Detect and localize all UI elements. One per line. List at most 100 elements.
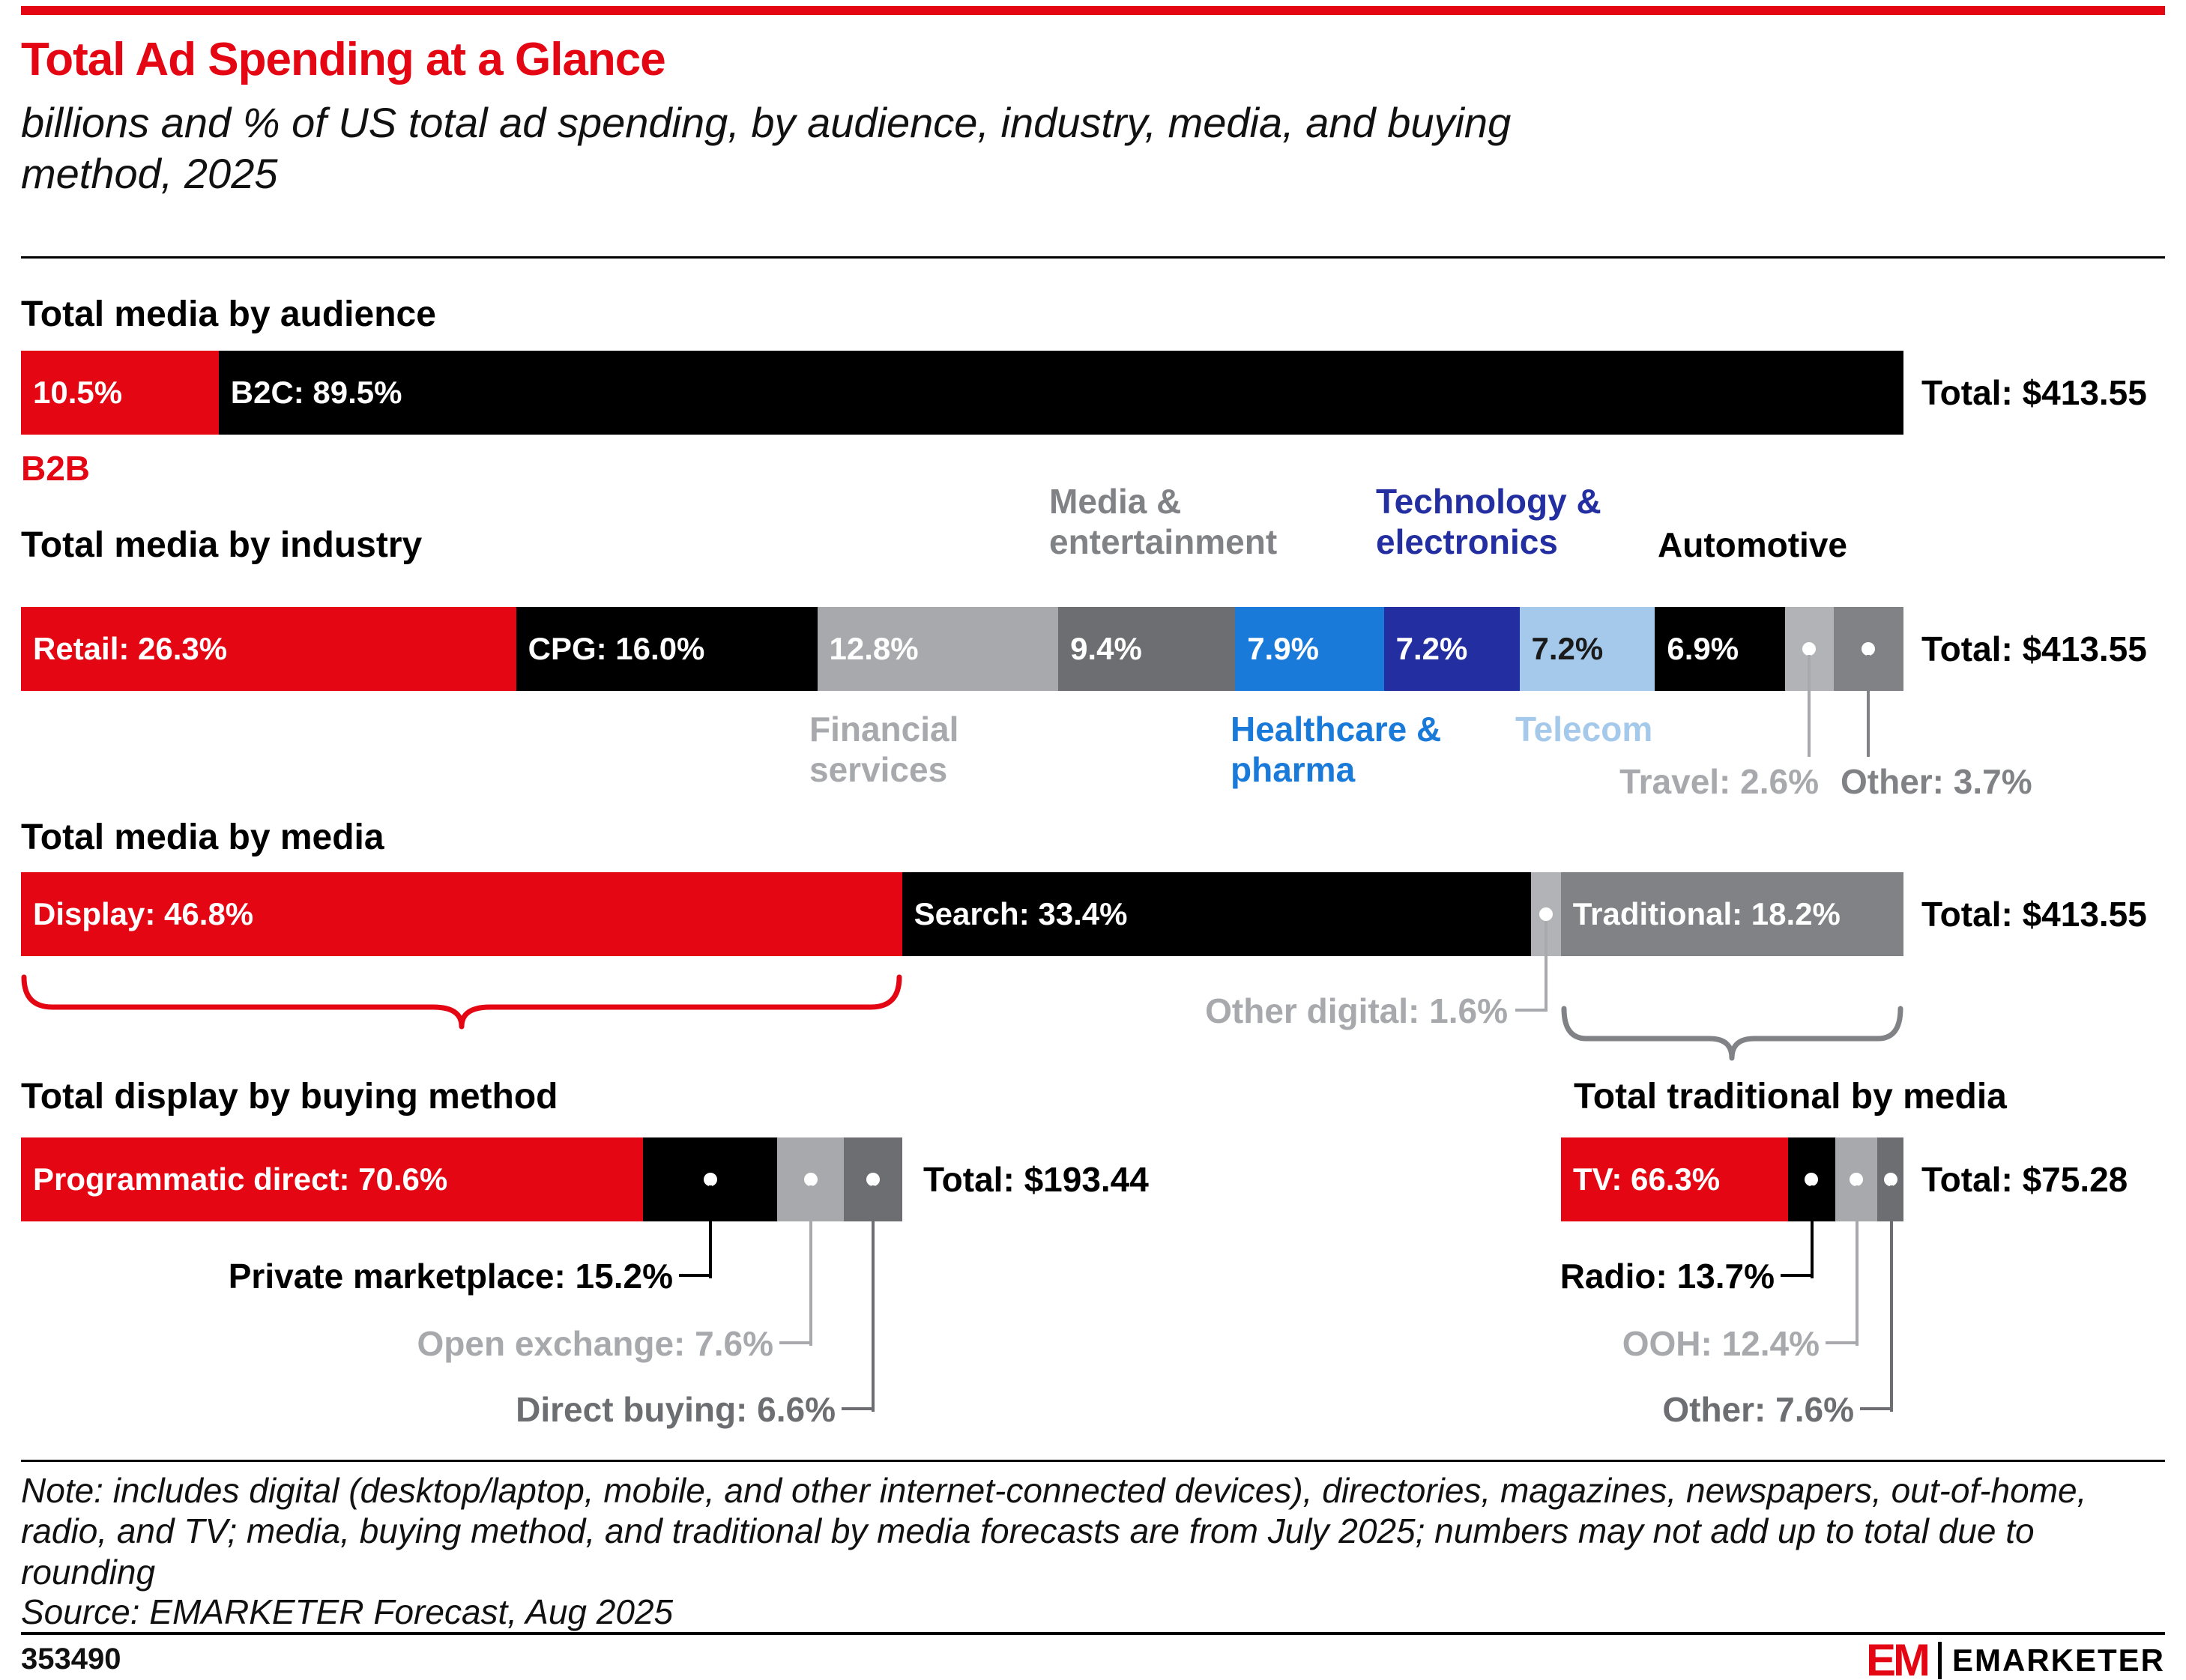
segment-traditional: Traditional: 18.2% [1560, 872, 1903, 956]
callout-automotive: Automotive [1658, 525, 1847, 564]
bar-industry: Retail: 26.3% CPG: 16.0% 12.8% 9.4% 7.9% 7.2%… [21, 607, 1903, 691]
total-label-display-buying: Total: $193.44 [923, 1160, 1149, 1199]
callout-healthcare-pharma: Healthcare & pharma [1231, 710, 1442, 790]
leader-line-other-traditional [1890, 1185, 1893, 1412]
segment-label-programmatic-direct: Programmatic direct: 70.6% [33, 1161, 448, 1197]
callout-telecom: Telecom [1515, 710, 1653, 749]
segment-label-automotive: 6.9% [1667, 631, 1739, 666]
segment-label-healthcare-pharma: 7.9% [1247, 631, 1319, 666]
segment-label-traditional: Traditional: 18.2% [1572, 896, 1841, 931]
leader-line-private-marketplace [709, 1185, 712, 1278]
segment-label-retail: Retail: 26.3% [33, 631, 228, 666]
segment-label-tv: TV: 66.3% [1573, 1161, 1721, 1197]
segment-programmatic-direct: Programmatic direct: 70.6% [21, 1137, 644, 1221]
leader-line-ooh [1856, 1185, 1859, 1346]
callout-b2b: B2B [21, 449, 91, 488]
leader-dot-radio [1805, 1173, 1819, 1186]
section-title-traditional-media: Total traditional by media [1574, 1077, 2007, 1117]
leader-dash-other-traditional [1860, 1407, 1891, 1410]
leader-dash-ooh [1826, 1341, 1857, 1344]
leader-dot-private-marketplace [703, 1173, 717, 1186]
leader-dot-direct-buying [866, 1173, 881, 1186]
callout-other-industry: Other: 3.7% [1841, 762, 2032, 801]
page-subtitle: billions and % of US total ad spending, … [21, 99, 1512, 198]
segment-b2c: B2C: 89.5% [218, 351, 1903, 435]
section-title-audience: Total media by audience [21, 294, 436, 334]
callout-open-exchange: Open exchange: 7.6% [417, 1324, 774, 1363]
leader-dot-other-industry [1862, 642, 1876, 656]
leader-dot-ooh [1849, 1173, 1863, 1186]
segment-healthcare-pharma: 7.9% [1235, 607, 1384, 691]
leader-line-travel [1808, 655, 1811, 757]
page-title: Total Ad Spending at a Glance [21, 34, 666, 85]
leader-line-direct-buying [872, 1185, 875, 1412]
total-label-media: Total: $413.55 [1921, 895, 2147, 934]
leader-dash-private-marketplace [679, 1274, 710, 1277]
leader-dash-open-exchange [779, 1341, 811, 1344]
segment-label-search: Search: 33.4% [914, 896, 1128, 931]
callout-other-digital: Other digital: 1.6% [1205, 991, 1508, 1030]
emarketer-logo: EM EMARKETER [1866, 1638, 2165, 1680]
callout-technology-electronics: Technology & electronics [1376, 482, 1601, 562]
segment-telecom: 7.2% [1519, 607, 1655, 691]
total-label-traditional-media: Total: $75.28 [1921, 1160, 2128, 1199]
callout-radio: Radio: 13.7% [1560, 1257, 1775, 1296]
bar-media: Display: 46.8% Search: 33.4% Traditional: … [21, 872, 1903, 956]
brace-display-segment [21, 974, 902, 1030]
segment-tv: TV: 66.3% [1561, 1137, 1788, 1221]
leader-dot-other-digital [1539, 907, 1553, 921]
bar-traditional-media: TV: 66.3% [1561, 1137, 1903, 1221]
note-text: Note: includes digital (desktop/laptop, … [21, 1471, 2087, 1592]
top-accent-rule [21, 6, 2165, 15]
segment-label-financial-services: 12.8% [829, 631, 919, 666]
callout-media-entertainment: Media & entertainment [1049, 482, 1278, 562]
divider-note [21, 1460, 2165, 1462]
leader-dot-travel [1802, 642, 1817, 656]
segment-technology-electronics: 7.2% [1383, 607, 1520, 691]
segment-label-b2b: 10.5% [33, 375, 123, 410]
section-title-industry: Total media by industry [21, 525, 423, 565]
segment-label-cpg: CPG: 16.0% [528, 631, 705, 666]
leader-dash-other-digital [1515, 1009, 1546, 1012]
callout-financial-services: Financial services [809, 710, 959, 790]
emarketer-logo-divider [1937, 1642, 1942, 1679]
segment-retail: Retail: 26.3% [21, 607, 516, 691]
segment-label-media-entertainment: 9.4% [1070, 631, 1142, 666]
leader-dash-direct-buying [842, 1407, 873, 1410]
emarketer-wordmark: EMARKETER [1951, 1643, 2165, 1678]
bar-display-buying: Programmatic direct: 70.6% [21, 1137, 902, 1221]
segment-automotive: 6.9% [1655, 607, 1785, 691]
bar-audience: 10.5% B2C: 89.5% [21, 351, 1903, 435]
source-text: Source: EMARKETER Forecast, Aug 2025 [21, 1592, 674, 1631]
segment-b2b: 10.5% [21, 351, 219, 435]
divider-header [21, 256, 2165, 259]
callout-travel: Travel: 2.6% [1619, 762, 1819, 801]
segment-label-technology-electronics: 7.2% [1395, 631, 1468, 666]
segment-label-telecom: 7.2% [1531, 631, 1604, 666]
section-title-display-buying: Total display by buying method [21, 1077, 558, 1117]
divider-footer [21, 1632, 2165, 1635]
leader-dot-open-exchange [803, 1173, 818, 1186]
leader-line-open-exchange [809, 1185, 812, 1346]
total-label-industry: Total: $413.55 [1921, 629, 2147, 668]
callout-other-traditional: Other: 7.6% [1662, 1390, 1854, 1429]
leader-line-radio [1811, 1185, 1814, 1278]
callout-direct-buying: Direct buying: 6.6% [516, 1390, 836, 1429]
total-label-audience: Total: $413.55 [1921, 373, 2147, 412]
callout-private-marketplace: Private marketplace: 15.2% [228, 1257, 673, 1296]
emarketer-logo-mark: EM [1865, 1635, 1930, 1680]
segment-display: Display: 46.8% [21, 872, 902, 956]
leader-line-other-digital [1545, 922, 1548, 1012]
segment-label-display: Display: 46.8% [33, 896, 254, 931]
callout-ooh: OOH: 12.4% [1622, 1324, 1820, 1363]
segment-search: Search: 33.4% [902, 872, 1531, 956]
segment-label-b2c: B2C: 89.5% [230, 375, 402, 410]
segment-media-entertainment: 9.4% [1058, 607, 1236, 691]
leader-line-other-industry [1867, 655, 1870, 757]
segment-cpg: CPG: 16.0% [516, 607, 818, 691]
section-title-media: Total media by media [21, 818, 384, 857]
chart-id: 353490 [21, 1643, 121, 1676]
leader-dash-radio [1781, 1274, 1812, 1277]
leader-dot-other-traditional [1883, 1173, 1897, 1186]
